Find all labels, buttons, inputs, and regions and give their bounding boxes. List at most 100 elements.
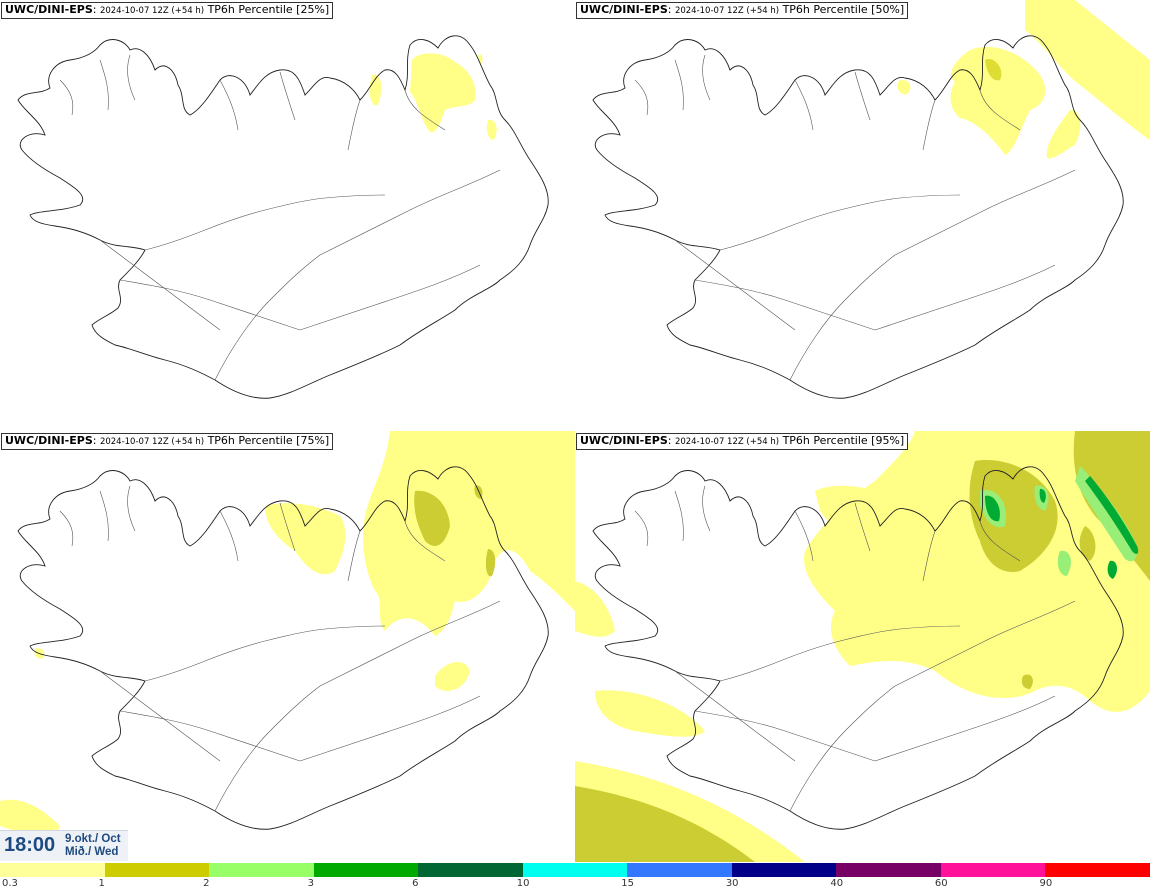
road-line [279, 71, 296, 121]
legend-tick-label: 40 [830, 878, 844, 889]
road-line [789, 254, 896, 381]
road-line [299, 695, 481, 762]
legend-swatch [209, 863, 314, 877]
road-line [794, 510, 814, 562]
road-line [874, 264, 1056, 331]
iceland-outline [592, 35, 1124, 399]
road-line [674, 670, 796, 762]
road-line [634, 510, 649, 547]
legend-swatch [104, 863, 210, 877]
legend-tick-label: 60 [934, 878, 948, 889]
road-line [264, 194, 386, 211]
map-panel-p25: UWC/DINI-EPS: 2024-10-07 12Z (+54 h) TP6… [0, 0, 575, 431]
legend-swatch [627, 863, 732, 877]
road-line [404, 89, 446, 131]
legend-tick-label: 1 [98, 878, 105, 889]
legend-tick-label: 30 [725, 878, 739, 889]
coastline [17, 466, 549, 830]
iceland-map [0, 431, 575, 836]
road-line [119, 279, 301, 331]
road-line [219, 510, 239, 562]
road-line [702, 485, 711, 532]
legend-tick-label: 2 [203, 878, 210, 889]
panel-title: UWC/DINI-EPS: 2024-10-07 12Z (+54 h) TP6… [576, 2, 909, 19]
road-line [279, 502, 296, 552]
road-line [979, 520, 1021, 562]
legend-swatch [522, 863, 628, 877]
road-line [214, 685, 321, 812]
precip-field [897, 0, 1150, 159]
road-line [794, 79, 814, 131]
iceland-outline [17, 35, 549, 399]
coastline [592, 466, 1124, 830]
road-line [127, 485, 136, 532]
road-line [99, 490, 109, 542]
valid-date-line2: Mið./ Wed [65, 846, 119, 858]
road-line [319, 600, 501, 687]
road-line [839, 625, 961, 642]
road-line [839, 194, 961, 211]
road-line [789, 685, 896, 812]
road-line [264, 625, 386, 642]
road-line [127, 54, 136, 101]
road-line [719, 640, 841, 682]
road-line [894, 600, 1076, 687]
road-line [922, 530, 936, 582]
road-line [674, 59, 684, 111]
road-line [719, 209, 841, 251]
road-line [214, 254, 321, 381]
valid-date-line1: 9.okt./ Oct [65, 833, 121, 845]
legend-swatch [1045, 863, 1150, 877]
map-panel-p50: UWC/DINI-EPS: 2024-10-07 12Z (+54 h) TP6… [575, 0, 1150, 431]
road-line [674, 239, 796, 331]
valid-time: 18:00 [4, 834, 56, 856]
coastline [17, 35, 549, 399]
road-line [854, 502, 871, 552]
road-line [59, 510, 74, 547]
road-line [404, 520, 446, 562]
legend-tick-label: 15 [621, 878, 634, 889]
road-line [144, 640, 266, 682]
legend-tick-label: 3 [307, 878, 314, 889]
legend-swatch [940, 863, 1046, 877]
iceland-map [592, 0, 1150, 399]
precip-field [0, 431, 575, 836]
iceland-map [575, 431, 1150, 862]
road-line [694, 710, 876, 762]
road-line [99, 59, 109, 111]
legend-colorbar [0, 863, 1150, 877]
road-line [347, 530, 361, 582]
road-line [674, 490, 684, 542]
color-legend: 0.3 1 2 3 6 10 15 30 40 60 90 [0, 862, 1150, 891]
legend-tick-label: 0.3 [2, 878, 18, 889]
legend-tick-label: 6 [412, 878, 419, 889]
road-line [219, 79, 239, 131]
road-line [694, 279, 876, 331]
iceland-outline [592, 466, 1124, 830]
panel-title: UWC/DINI-EPS: 2024-10-07 12Z (+54 h) TP6… [576, 433, 909, 450]
legend-tick-label: 90 [1039, 878, 1053, 889]
road-line [854, 71, 871, 121]
road-line [119, 710, 301, 762]
road-line [874, 695, 1056, 762]
road-line [299, 264, 481, 331]
road-line [979, 89, 1021, 131]
legend-swatch [836, 863, 941, 877]
coastline [592, 35, 1124, 399]
road-line [144, 209, 266, 251]
legend-tick-label: 10 [516, 878, 530, 889]
legend-swatch [313, 863, 419, 877]
panel-title: UWC/DINI-EPS: 2024-10-07 12Z (+54 h) TP6… [1, 2, 334, 19]
legend-swatch [731, 863, 837, 877]
panel-title: UWC/DINI-EPS: 2024-10-07 12Z (+54 h) TP6… [1, 433, 334, 450]
map-panel-p95: UWC/DINI-EPS: 2024-10-07 12Z (+54 h) TP6… [575, 431, 1150, 862]
road-line [702, 54, 711, 101]
road-line [99, 239, 221, 331]
map-panel-p75: UWC/DINI-EPS: 2024-10-07 12Z (+54 h) TP6… [0, 431, 575, 862]
valid-date: 9.okt./ Oct Mið./ Wed [65, 833, 121, 859]
road-line [99, 670, 221, 762]
road-line [894, 169, 1076, 256]
precip-field [369, 53, 497, 140]
legend-swatch [418, 863, 523, 877]
road-line [347, 99, 361, 151]
